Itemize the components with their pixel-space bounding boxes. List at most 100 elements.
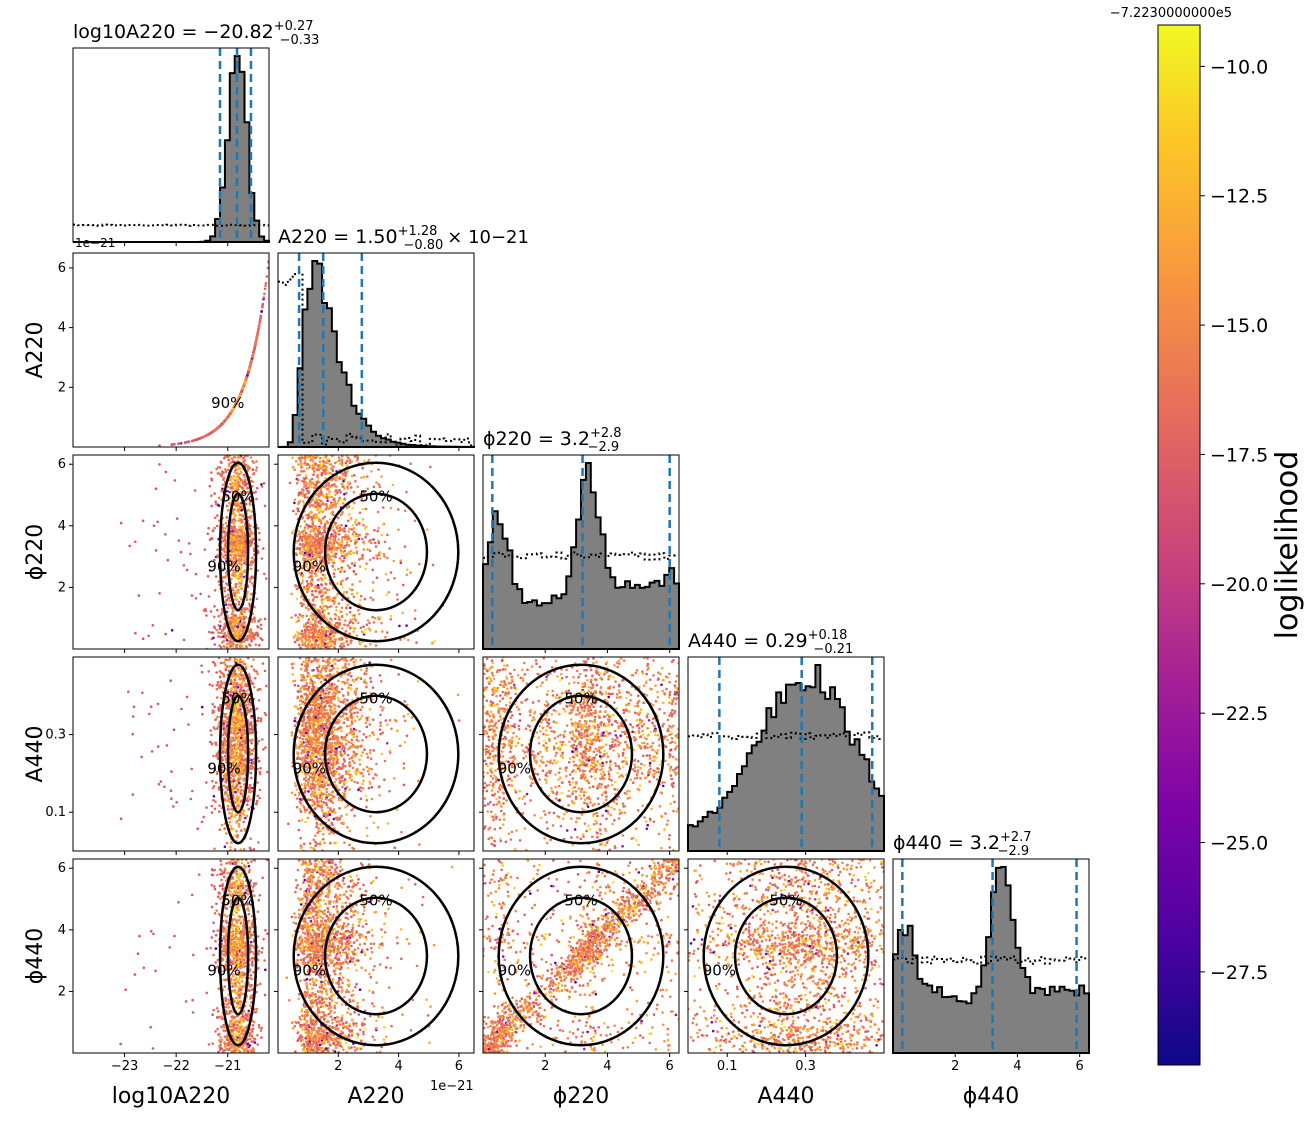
scatter-point xyxy=(217,624,220,627)
scatter-point xyxy=(209,485,212,488)
scatter-point xyxy=(396,593,399,596)
scatter-point xyxy=(309,484,312,487)
scatter-point xyxy=(240,585,243,588)
scatter-point xyxy=(349,462,352,465)
scatter-point xyxy=(349,607,352,610)
scatter-point xyxy=(211,638,214,641)
scatter-point xyxy=(138,594,141,597)
scatter-point xyxy=(296,547,299,550)
histogram xyxy=(278,261,474,447)
scatter-point xyxy=(377,511,380,514)
scatter-point xyxy=(253,350,256,353)
scatter-point xyxy=(247,467,250,470)
scatter-point xyxy=(331,619,334,622)
scatter-point xyxy=(235,484,238,487)
scatter-point xyxy=(223,628,226,631)
scatter-point xyxy=(250,561,253,564)
scatter-point xyxy=(361,538,364,541)
scatter-point xyxy=(211,538,214,541)
scatter-point xyxy=(214,517,217,520)
scatter-point xyxy=(236,630,239,633)
scatter-point xyxy=(242,535,245,538)
scatter-point xyxy=(213,492,216,495)
scatter-point xyxy=(294,641,297,644)
scatter-point xyxy=(340,581,343,584)
scatter-point xyxy=(292,510,295,513)
scatter-point xyxy=(239,468,242,471)
scatter-point xyxy=(260,624,263,627)
scatter-point xyxy=(429,466,432,469)
scatter-point xyxy=(237,576,240,579)
scatter-point xyxy=(353,539,356,542)
scatter-point xyxy=(345,607,348,610)
scatter-point xyxy=(231,458,234,461)
scatter-point xyxy=(264,618,267,621)
scatter-point xyxy=(264,285,267,288)
scatter-point xyxy=(242,457,245,460)
scatter-point xyxy=(386,631,389,634)
scatter-point xyxy=(296,482,299,485)
scatter-point xyxy=(305,645,308,648)
scatter-point xyxy=(353,596,356,599)
scatter-point xyxy=(261,557,264,560)
x-tick-label: 6 xyxy=(1076,1059,1084,1074)
scatter-point xyxy=(360,476,363,479)
scatter-point xyxy=(302,532,305,535)
scatter-point xyxy=(348,459,351,462)
scatter-point xyxy=(344,550,347,553)
scatter-point xyxy=(242,630,245,633)
scatter-point xyxy=(341,627,344,630)
scatter-point xyxy=(230,617,233,620)
scatter-point xyxy=(305,544,308,547)
scatter-point xyxy=(253,617,256,620)
scatter-point xyxy=(340,559,343,562)
scatter-point xyxy=(290,616,293,619)
scatter-point xyxy=(338,545,341,548)
scatter-point xyxy=(343,498,346,501)
scatter-point xyxy=(294,614,297,617)
scatter-point xyxy=(414,609,417,612)
scatter-point xyxy=(329,598,332,601)
scatter-point xyxy=(231,554,234,557)
scatter-point xyxy=(312,517,315,520)
scatter-point xyxy=(306,496,309,499)
scatter-point xyxy=(243,474,246,477)
scatter-point xyxy=(321,629,324,632)
scatter-point xyxy=(320,464,323,467)
scatter-point xyxy=(344,478,347,481)
scatter-point xyxy=(352,552,355,555)
y-tick-label: 2 xyxy=(58,580,66,595)
scatter-point xyxy=(351,507,354,510)
scatter-point xyxy=(257,633,260,636)
scatter-point xyxy=(343,591,346,594)
scatter-point xyxy=(323,591,326,594)
scatter-point xyxy=(340,549,343,552)
scatter-point xyxy=(341,545,344,548)
scatter-point xyxy=(155,487,158,490)
scatter-point xyxy=(396,598,399,601)
scatter-point xyxy=(255,498,258,501)
scatter-point xyxy=(259,637,262,640)
scatter-point xyxy=(297,619,300,622)
scatter-point xyxy=(334,485,337,488)
scatter-point xyxy=(351,562,354,565)
scatter-point xyxy=(216,609,219,612)
scatter-point xyxy=(240,506,243,509)
scatter-point xyxy=(223,646,226,649)
scatter-point xyxy=(358,534,361,537)
scatter-point xyxy=(350,642,353,645)
scatter-point xyxy=(360,627,363,630)
scatter-point xyxy=(392,560,395,563)
scatter-point xyxy=(322,539,325,542)
scatter-point xyxy=(243,611,246,614)
scatter-point xyxy=(263,293,266,296)
scatter-point xyxy=(357,609,360,612)
scatter-point xyxy=(221,470,224,473)
scatter-point xyxy=(340,643,343,646)
scatter-point xyxy=(309,632,312,635)
scatter-point xyxy=(348,566,351,569)
scatter-point xyxy=(356,535,359,538)
scatter-point xyxy=(321,602,324,605)
scatter-point xyxy=(353,491,356,494)
scatter-point xyxy=(186,569,189,572)
